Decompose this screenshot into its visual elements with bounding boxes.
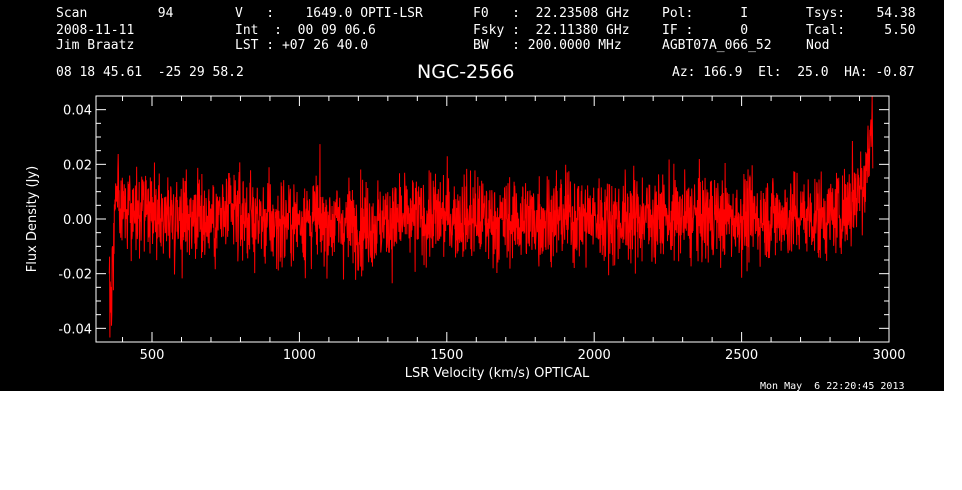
source-coordinates: 08 18 45.61 -25 29 58.2	[56, 65, 244, 80]
x-tick-label: 2000	[578, 348, 611, 363]
y-tick-label: -0.02	[58, 268, 92, 283]
spectrum-line	[108, 95, 874, 338]
header-lst: LST : +07 26 40.0	[235, 38, 369, 53]
x-tick-label: 500	[140, 348, 165, 363]
header-scan: Scan 94	[56, 6, 174, 21]
y-tick-label: 0.02	[63, 158, 92, 173]
y-tick-label: 0.00	[63, 213, 92, 228]
header-velocity: V : 1649.0 OPTI-LSR	[235, 6, 423, 21]
header-observer: Jim Braatz	[56, 38, 135, 53]
x-tick-label: 1000	[283, 348, 316, 363]
y-tick-label: -0.04	[58, 322, 92, 337]
header-tsys: Tsys: 54.38	[806, 6, 916, 21]
pointing-info: Az: 166.9 El: 25.0 HA: -0.87	[672, 65, 915, 80]
x-tick-label: 3000	[872, 348, 905, 363]
header-rest-frequency: F0 : 22.23508 GHz	[473, 6, 630, 21]
header-integration: Int : 00 09 06.6	[235, 23, 376, 38]
plot-timestamp: Mon May 6 22:20:45 2013	[760, 381, 905, 392]
source-name: NGC-2566	[417, 61, 515, 83]
header-tcal: Tcal: 5.50	[806, 23, 916, 38]
plot-panel	[0, 0, 944, 391]
header-polarization: Pol: I	[662, 6, 749, 21]
x-axis-label: LSR Velocity (km/s) OPTICAL	[405, 366, 590, 381]
spectrum-chart: 500 1000 1500 2000 2500 3000 -0.04 -0.02 0.00 0.…	[25, 95, 906, 381]
x-tick-label: 2500	[725, 348, 758, 363]
x-tick-label: 1500	[430, 348, 463, 363]
header-date: 2008-11-11	[56, 23, 135, 38]
y-axis-label: Flux Density (Jy)	[25, 166, 40, 272]
header-bandwidth: BW : 200.0000 MHz	[473, 38, 622, 53]
y-tick-label: 0.04	[63, 104, 92, 119]
header-project: AGBT07A_066_52	[662, 38, 772, 53]
header-procedure: Nod	[806, 38, 830, 53]
spectrum-trace-layer	[108, 95, 874, 338]
header-if: IF : 0	[662, 23, 749, 38]
header-sky-frequency: Fsky : 22.11380 GHz	[473, 23, 630, 38]
